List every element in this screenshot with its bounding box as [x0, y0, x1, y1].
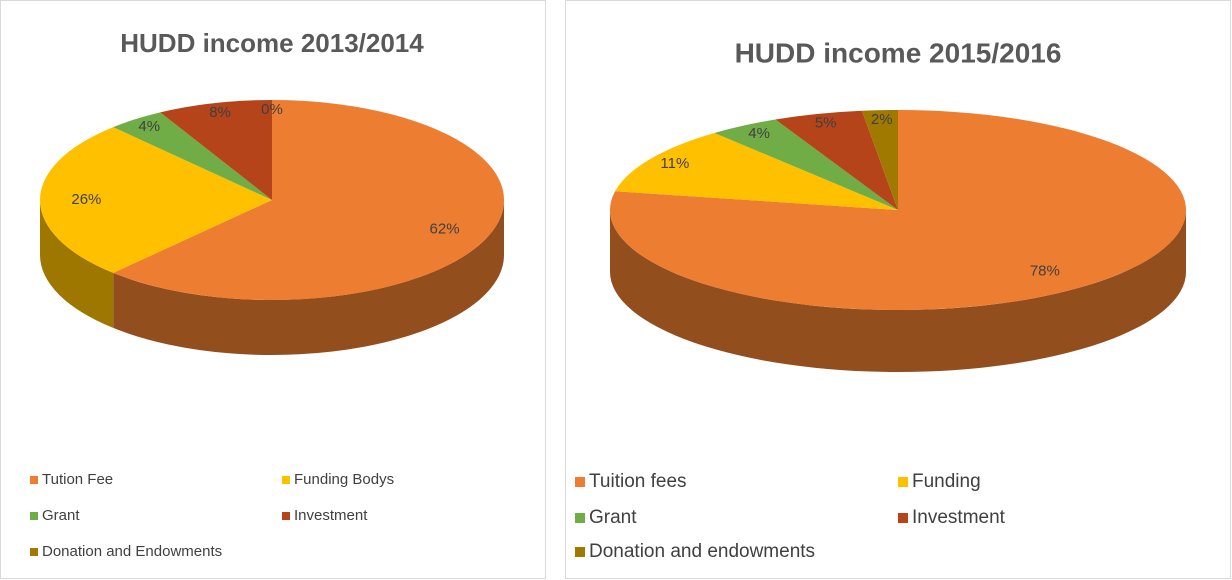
slice	[861, 110, 898, 210]
legend-swatch	[282, 512, 290, 520]
data-label: 2%	[871, 111, 893, 128]
slice-side	[610, 210, 1186, 372]
slice	[714, 119, 898, 210]
slice	[160, 100, 272, 200]
slice-side	[113, 200, 505, 355]
data-label: 11%	[660, 155, 689, 172]
slice	[615, 132, 898, 210]
chart-title: HUDD income 2015/2016	[735, 37, 1062, 68]
legend-label: Donation and Endowments	[42, 543, 222, 560]
legend-swatch	[898, 477, 908, 487]
data-label: 4%	[138, 118, 160, 135]
data-label: 0%	[261, 101, 283, 118]
data-label: 5%	[815, 115, 837, 132]
legend-swatch	[575, 477, 585, 487]
legend-swatch	[898, 513, 908, 523]
slice	[775, 110, 898, 210]
legend-swatch	[30, 548, 38, 556]
legend-label: Grant	[42, 507, 80, 524]
data-label: 8%	[209, 104, 231, 121]
data-label: 4%	[748, 125, 770, 142]
legend-label: Grant	[589, 507, 637, 528]
legend-label: Investment	[912, 507, 1006, 528]
slice	[39, 127, 273, 273]
data-label: 62%	[430, 220, 460, 237]
legend-label: Tuition fees	[589, 471, 687, 492]
legend-swatch	[282, 476, 290, 484]
legend-label: Funding Bodys	[294, 471, 394, 488]
legend-label: Funding	[912, 471, 981, 492]
slice-side	[40, 200, 114, 328]
slice	[113, 112, 272, 200]
legend-label: Donation and endowments	[589, 541, 815, 562]
chart-title: HUDD income 2013/2014	[120, 28, 424, 58]
legend-swatch	[30, 476, 38, 484]
data-label: 26%	[71, 191, 101, 208]
legend-label: Tution Fee	[42, 471, 113, 488]
legend-swatch	[30, 512, 38, 520]
legend-swatch	[575, 513, 585, 523]
data-label: 78%	[1030, 263, 1060, 280]
legend-swatch	[575, 547, 585, 557]
legend-label: Investment	[294, 507, 368, 524]
slice	[113, 100, 505, 301]
